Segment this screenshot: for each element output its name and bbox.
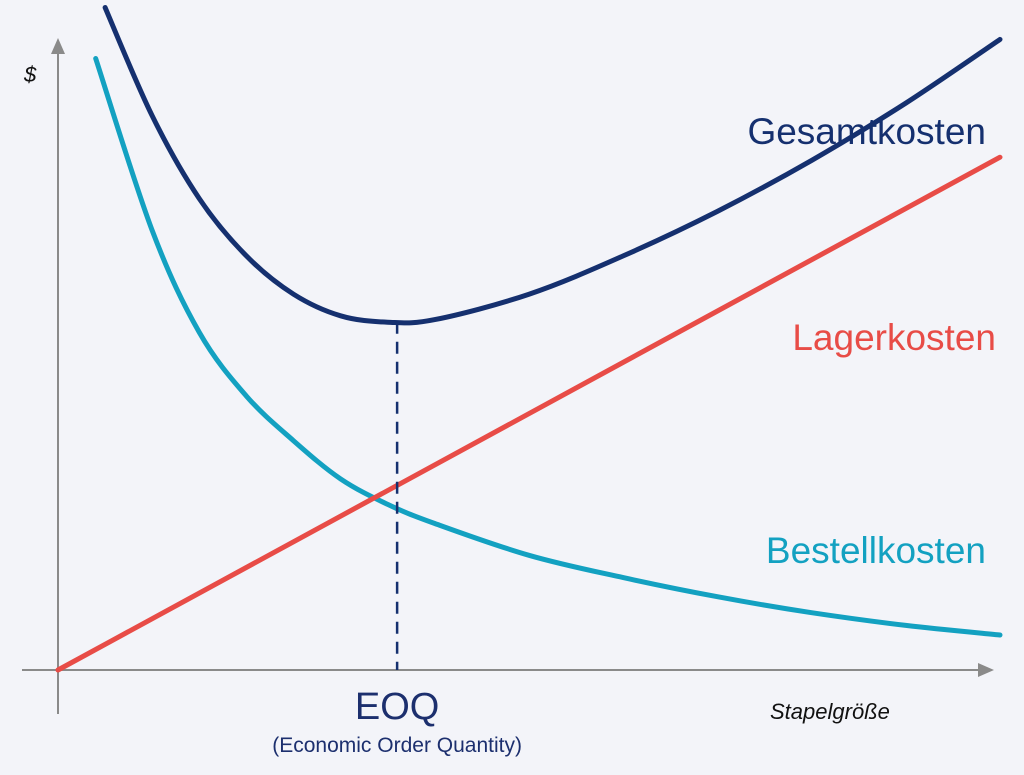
series-line-gesamtkosten [102,5,1003,326]
series-line-bestellkosten [93,56,1003,638]
series-label-bestellkosten: Bestellkosten [766,530,986,571]
x-axis-label: Stapelgröße [770,699,890,724]
eoq-sublabel: (Economic Order Quantity) [272,734,522,757]
series-label-gesamtkosten: Gesamtkosten [747,111,986,152]
eoq-label: EOQ [355,686,439,728]
y-axis-label: $ [23,62,37,87]
series-line-lagerkosten [55,154,1003,673]
series-label-lagerkosten: Lagerkosten [792,317,996,358]
y-axis-arrow [51,38,65,54]
x-axis-arrow [978,663,994,677]
